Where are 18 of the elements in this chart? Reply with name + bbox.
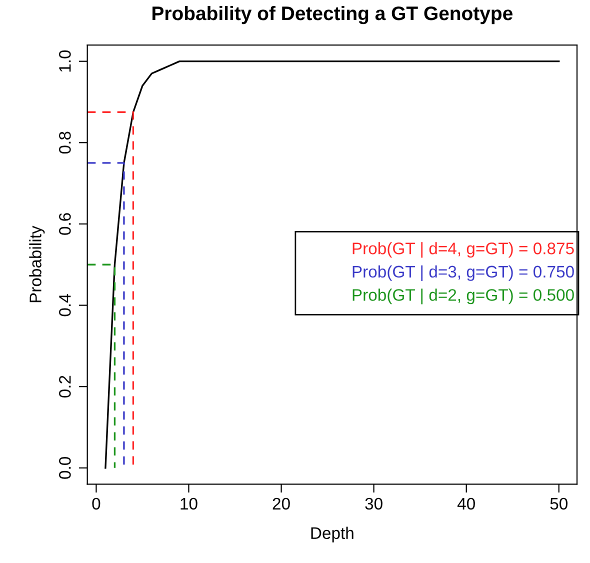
annotation: Prob(GT | d=3, g=GT) = 0.750 [352, 265, 574, 281]
y-tick-label: 0.2 [59, 376, 71, 398]
chart-title: Probability of Detecting a GT Genotype [152, 6, 512, 24]
y-tick-label: 0.6 [59, 213, 71, 235]
x-tick-label: 50 [550, 498, 568, 510]
y-tick-label: 0.8 [59, 132, 71, 154]
y-axis-title: Probability [29, 226, 45, 302]
x-tick-label: 40 [457, 498, 475, 510]
annotation: Prob(GT | d=2, g=GT) = 0.500 [352, 288, 574, 304]
x-tick-label: 0 [92, 498, 100, 510]
x-tick-label: 20 [272, 498, 290, 510]
x-tick-label: 10 [180, 498, 198, 510]
x-tick-label: 30 [365, 498, 382, 510]
y-tick-label: 1.0 [59, 50, 71, 72]
y-tick-label: 0.0 [59, 456, 71, 479]
x-axis-title: Depth [311, 526, 354, 542]
annotation: Prob(GT | d=4, g=GT) = 0.875 [352, 242, 574, 258]
y-tick-label: 0.4 [59, 294, 71, 316]
